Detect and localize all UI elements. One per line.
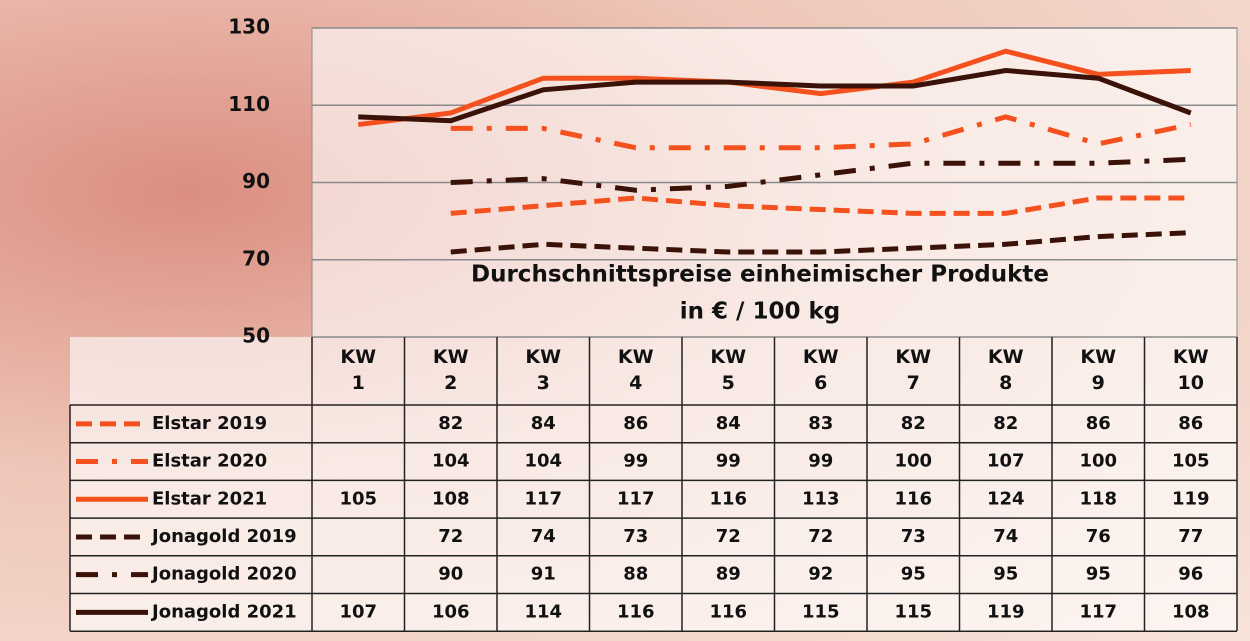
x-tick-label: KW 4 bbox=[617, 346, 654, 394]
table-value: 99 bbox=[808, 451, 833, 472]
table-value: 95 bbox=[993, 564, 1018, 585]
table-value: 72 bbox=[438, 526, 463, 547]
table-value: 99 bbox=[623, 451, 648, 472]
table-value: 119 bbox=[1172, 488, 1210, 509]
table-value: 95 bbox=[1086, 564, 1111, 585]
table-value: 86 bbox=[1178, 413, 1203, 434]
x-tick-label: KW 7 bbox=[895, 346, 932, 394]
table-value: 86 bbox=[623, 413, 648, 434]
table-value: 117 bbox=[524, 488, 562, 509]
x-tick-label: KW 9 bbox=[1080, 346, 1117, 394]
table-value: 108 bbox=[432, 488, 470, 509]
table-value: 84 bbox=[531, 413, 556, 434]
table-value: 72 bbox=[808, 526, 833, 547]
y-tick-label: 50 bbox=[242, 324, 270, 348]
x-tick-label: KW 10 bbox=[1172, 346, 1209, 394]
table-value: 82 bbox=[438, 413, 463, 434]
table-value: 100 bbox=[894, 451, 932, 472]
table-value: 115 bbox=[802, 601, 840, 622]
table-value: 105 bbox=[1172, 451, 1210, 472]
table-value: 86 bbox=[1086, 413, 1111, 434]
table-value: 100 bbox=[1079, 451, 1117, 472]
table-value: 107 bbox=[987, 451, 1025, 472]
table-value: 104 bbox=[524, 451, 562, 472]
table-value: 115 bbox=[894, 601, 932, 622]
series-line bbox=[450, 156, 1191, 193]
y-tick-label: 90 bbox=[242, 169, 270, 193]
x-tick-label: KW 2 bbox=[432, 346, 469, 394]
legend-label: Elstar 2019 bbox=[152, 413, 267, 434]
table-value: 99 bbox=[716, 451, 741, 472]
table-value: 72 bbox=[716, 526, 741, 547]
table-value: 89 bbox=[716, 564, 741, 585]
y-tick-label: 110 bbox=[228, 92, 270, 116]
table-value: 113 bbox=[802, 488, 840, 509]
table-value: 92 bbox=[808, 564, 833, 585]
table-value: 82 bbox=[901, 413, 926, 434]
chart-subtitle: in € / 100 kg bbox=[680, 299, 840, 325]
x-tick-label: KW 8 bbox=[987, 346, 1024, 394]
x-tick-label: KW 6 bbox=[802, 346, 839, 394]
table-area bbox=[70, 337, 1237, 631]
table-value: 84 bbox=[716, 413, 741, 434]
table-value: 117 bbox=[1079, 601, 1117, 622]
legend-label: Jonagold 2019 bbox=[150, 526, 297, 547]
table-value: 83 bbox=[808, 413, 833, 434]
table-value: 73 bbox=[901, 526, 926, 547]
table-value: 114 bbox=[524, 601, 562, 622]
table-value: 106 bbox=[432, 601, 470, 622]
table-value: 116 bbox=[709, 601, 747, 622]
table-value: 76 bbox=[1086, 526, 1111, 547]
table-value: 124 bbox=[987, 488, 1025, 509]
table-value: 108 bbox=[1172, 601, 1210, 622]
series-line bbox=[357, 48, 1191, 128]
table-value: 82 bbox=[993, 413, 1018, 434]
x-tick-label: KW 3 bbox=[525, 346, 562, 394]
series-line bbox=[450, 114, 1192, 151]
table-value: 91 bbox=[531, 564, 556, 585]
table-value: 107 bbox=[339, 601, 377, 622]
y-tick-label: 70 bbox=[242, 246, 270, 270]
table-value: 73 bbox=[623, 526, 648, 547]
table-value: 90 bbox=[438, 564, 463, 585]
x-tick-label: KW 1 bbox=[340, 346, 377, 394]
table-value: 88 bbox=[623, 564, 648, 585]
table-value: 74 bbox=[993, 526, 1018, 547]
series-line bbox=[450, 195, 1191, 216]
table-value: 74 bbox=[531, 526, 556, 547]
legend-label: Jonagold 2020 bbox=[150, 564, 297, 585]
series-line bbox=[450, 230, 1191, 255]
chart-title: Durchschnittspreise einheimischer Produk… bbox=[471, 262, 1049, 288]
table-value: 104 bbox=[432, 451, 470, 472]
table-value: 118 bbox=[1079, 488, 1117, 509]
legend-label: Jonagold 2021 bbox=[150, 601, 297, 622]
series-line bbox=[358, 67, 1192, 124]
table-value: 116 bbox=[709, 488, 747, 509]
legend-label: Elstar 2021 bbox=[152, 488, 267, 509]
table-value: 117 bbox=[617, 488, 655, 509]
table-value: 96 bbox=[1178, 564, 1203, 585]
table-value: 116 bbox=[894, 488, 932, 509]
table-value: 77 bbox=[1178, 526, 1203, 547]
x-tick-label: KW 5 bbox=[710, 346, 747, 394]
y-tick-label: 130 bbox=[228, 15, 270, 39]
table-value: 95 bbox=[901, 564, 926, 585]
legend-label: Elstar 2020 bbox=[152, 451, 267, 472]
table-value: 116 bbox=[617, 601, 655, 622]
table-value: 105 bbox=[339, 488, 377, 509]
table-value: 119 bbox=[987, 601, 1025, 622]
